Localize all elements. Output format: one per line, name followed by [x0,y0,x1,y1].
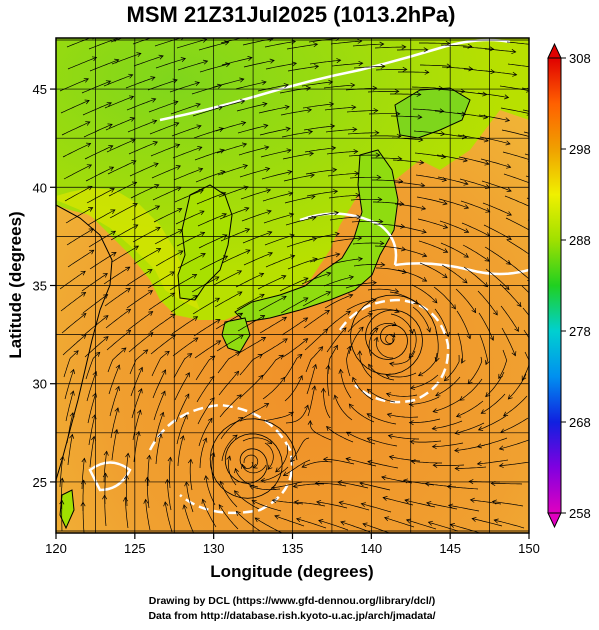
streamline-arrowhead [534,65,538,69]
chart-title: MSM 21Z31Jul2025 (1013.2hPa) [127,2,456,27]
colorbar-tick-label: 288 [569,233,591,248]
x-tick-label: 120 [45,541,67,556]
plot-field [56,31,560,534]
y-tick-label: 35 [33,279,47,294]
colorbar-tick-label: 278 [569,324,591,339]
x-tick-label: 140 [360,541,382,556]
streamline-arrowhead [158,33,163,37]
y-axis: 25 30 35 40 45 [33,82,56,490]
colorbar-tick-label: 298 [569,142,591,157]
streamline-arrowhead [539,304,543,308]
colorbar-tick-label: 308 [569,51,591,66]
colorbar-ticks: 258 268 278 288 298 308 [561,51,591,521]
x-tick-label: 135 [282,541,304,556]
streamline-arrowhead [533,43,537,47]
colorbar-min-arrow [548,513,561,527]
colorbar-tick-label: 268 [569,415,591,430]
streamline-arrowhead [536,352,540,357]
x-tick-label: 145 [439,541,461,556]
x-axis: 120 125 130 135 140 145 150 [45,533,540,556]
streamline-arrowhead [538,328,542,333]
y-tick-label: 25 [33,475,47,490]
x-tick-label: 150 [518,541,540,556]
credit-line-1: Drawing by DCL (https://www.gfd-dennou.o… [149,595,435,607]
x-tick-label: 130 [203,541,225,556]
y-tick-label: 30 [33,377,47,392]
y-tick-label: 40 [33,180,47,195]
colorbar-gradient [548,58,561,513]
x-axis-title: Longitude (degrees) [210,562,373,581]
colorbar: 258 268 278 288 298 308 [548,44,591,527]
x-tick-label: 125 [124,541,146,556]
streamline-arrowhead [136,31,141,35]
colorbar-max-arrow [548,44,561,58]
y-tick-label: 45 [33,82,47,97]
colorbar-tick-label: 258 [569,506,591,521]
credit-line-2: Data from http://database.rish.kyoto-u.a… [148,610,435,622]
y-axis-title: Latitude (degrees) [6,211,25,358]
